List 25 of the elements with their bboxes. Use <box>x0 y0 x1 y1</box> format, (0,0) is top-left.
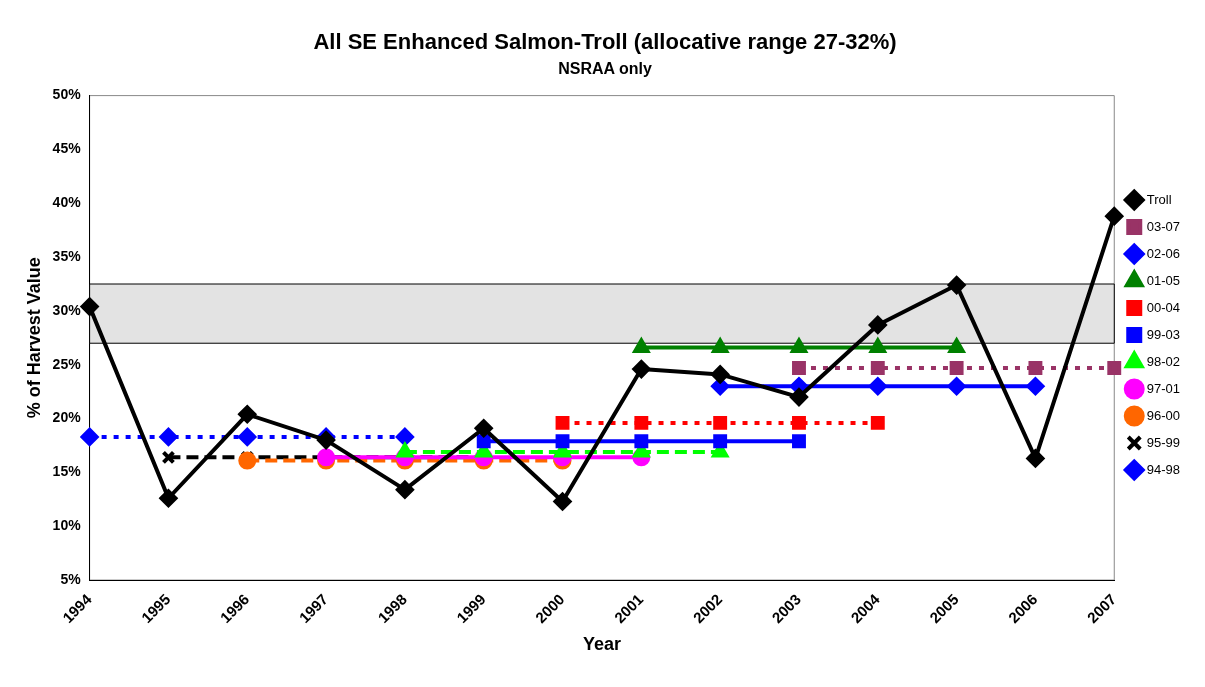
legend-label: 98-02 <box>1146 353 1180 369</box>
legend-label: 95-99 <box>1146 434 1180 450</box>
y-tick-label: 5% <box>60 570 82 587</box>
y-tick-label: 50% <box>52 86 82 103</box>
legend-label: 03-07 <box>1146 218 1180 234</box>
y-tick-label: 20% <box>52 409 82 426</box>
x-axis-title: Year <box>582 634 621 655</box>
y-tick-label: 15% <box>52 463 82 480</box>
y-tick-label: 25% <box>52 355 82 372</box>
legend-label: 96-00 <box>1146 407 1180 423</box>
legend-label: Troll <box>1146 191 1172 207</box>
legend-label: 00-04 <box>1146 299 1180 315</box>
y-tick-label: 30% <box>52 301 82 318</box>
y-tick-label: 40% <box>52 194 82 211</box>
y-tick-label: 45% <box>52 140 82 157</box>
legend-label: 97-01 <box>1146 380 1180 396</box>
legend-label: 99-03 <box>1146 326 1180 342</box>
y-tick-label: 10% <box>52 517 82 534</box>
chart-subtitle: NSRAA only <box>558 60 652 78</box>
legend-label: 01-05 <box>1146 272 1180 288</box>
legend-label: 94-98 <box>1146 461 1180 477</box>
y-tick-label: 35% <box>52 247 82 264</box>
y-axis-title: % of Harvest Value <box>23 257 44 419</box>
legend-label: 02-06 <box>1146 245 1180 261</box>
chart-title: All SE Enhanced Salmon-Troll (allocative range 27-32%) <box>313 29 897 55</box>
